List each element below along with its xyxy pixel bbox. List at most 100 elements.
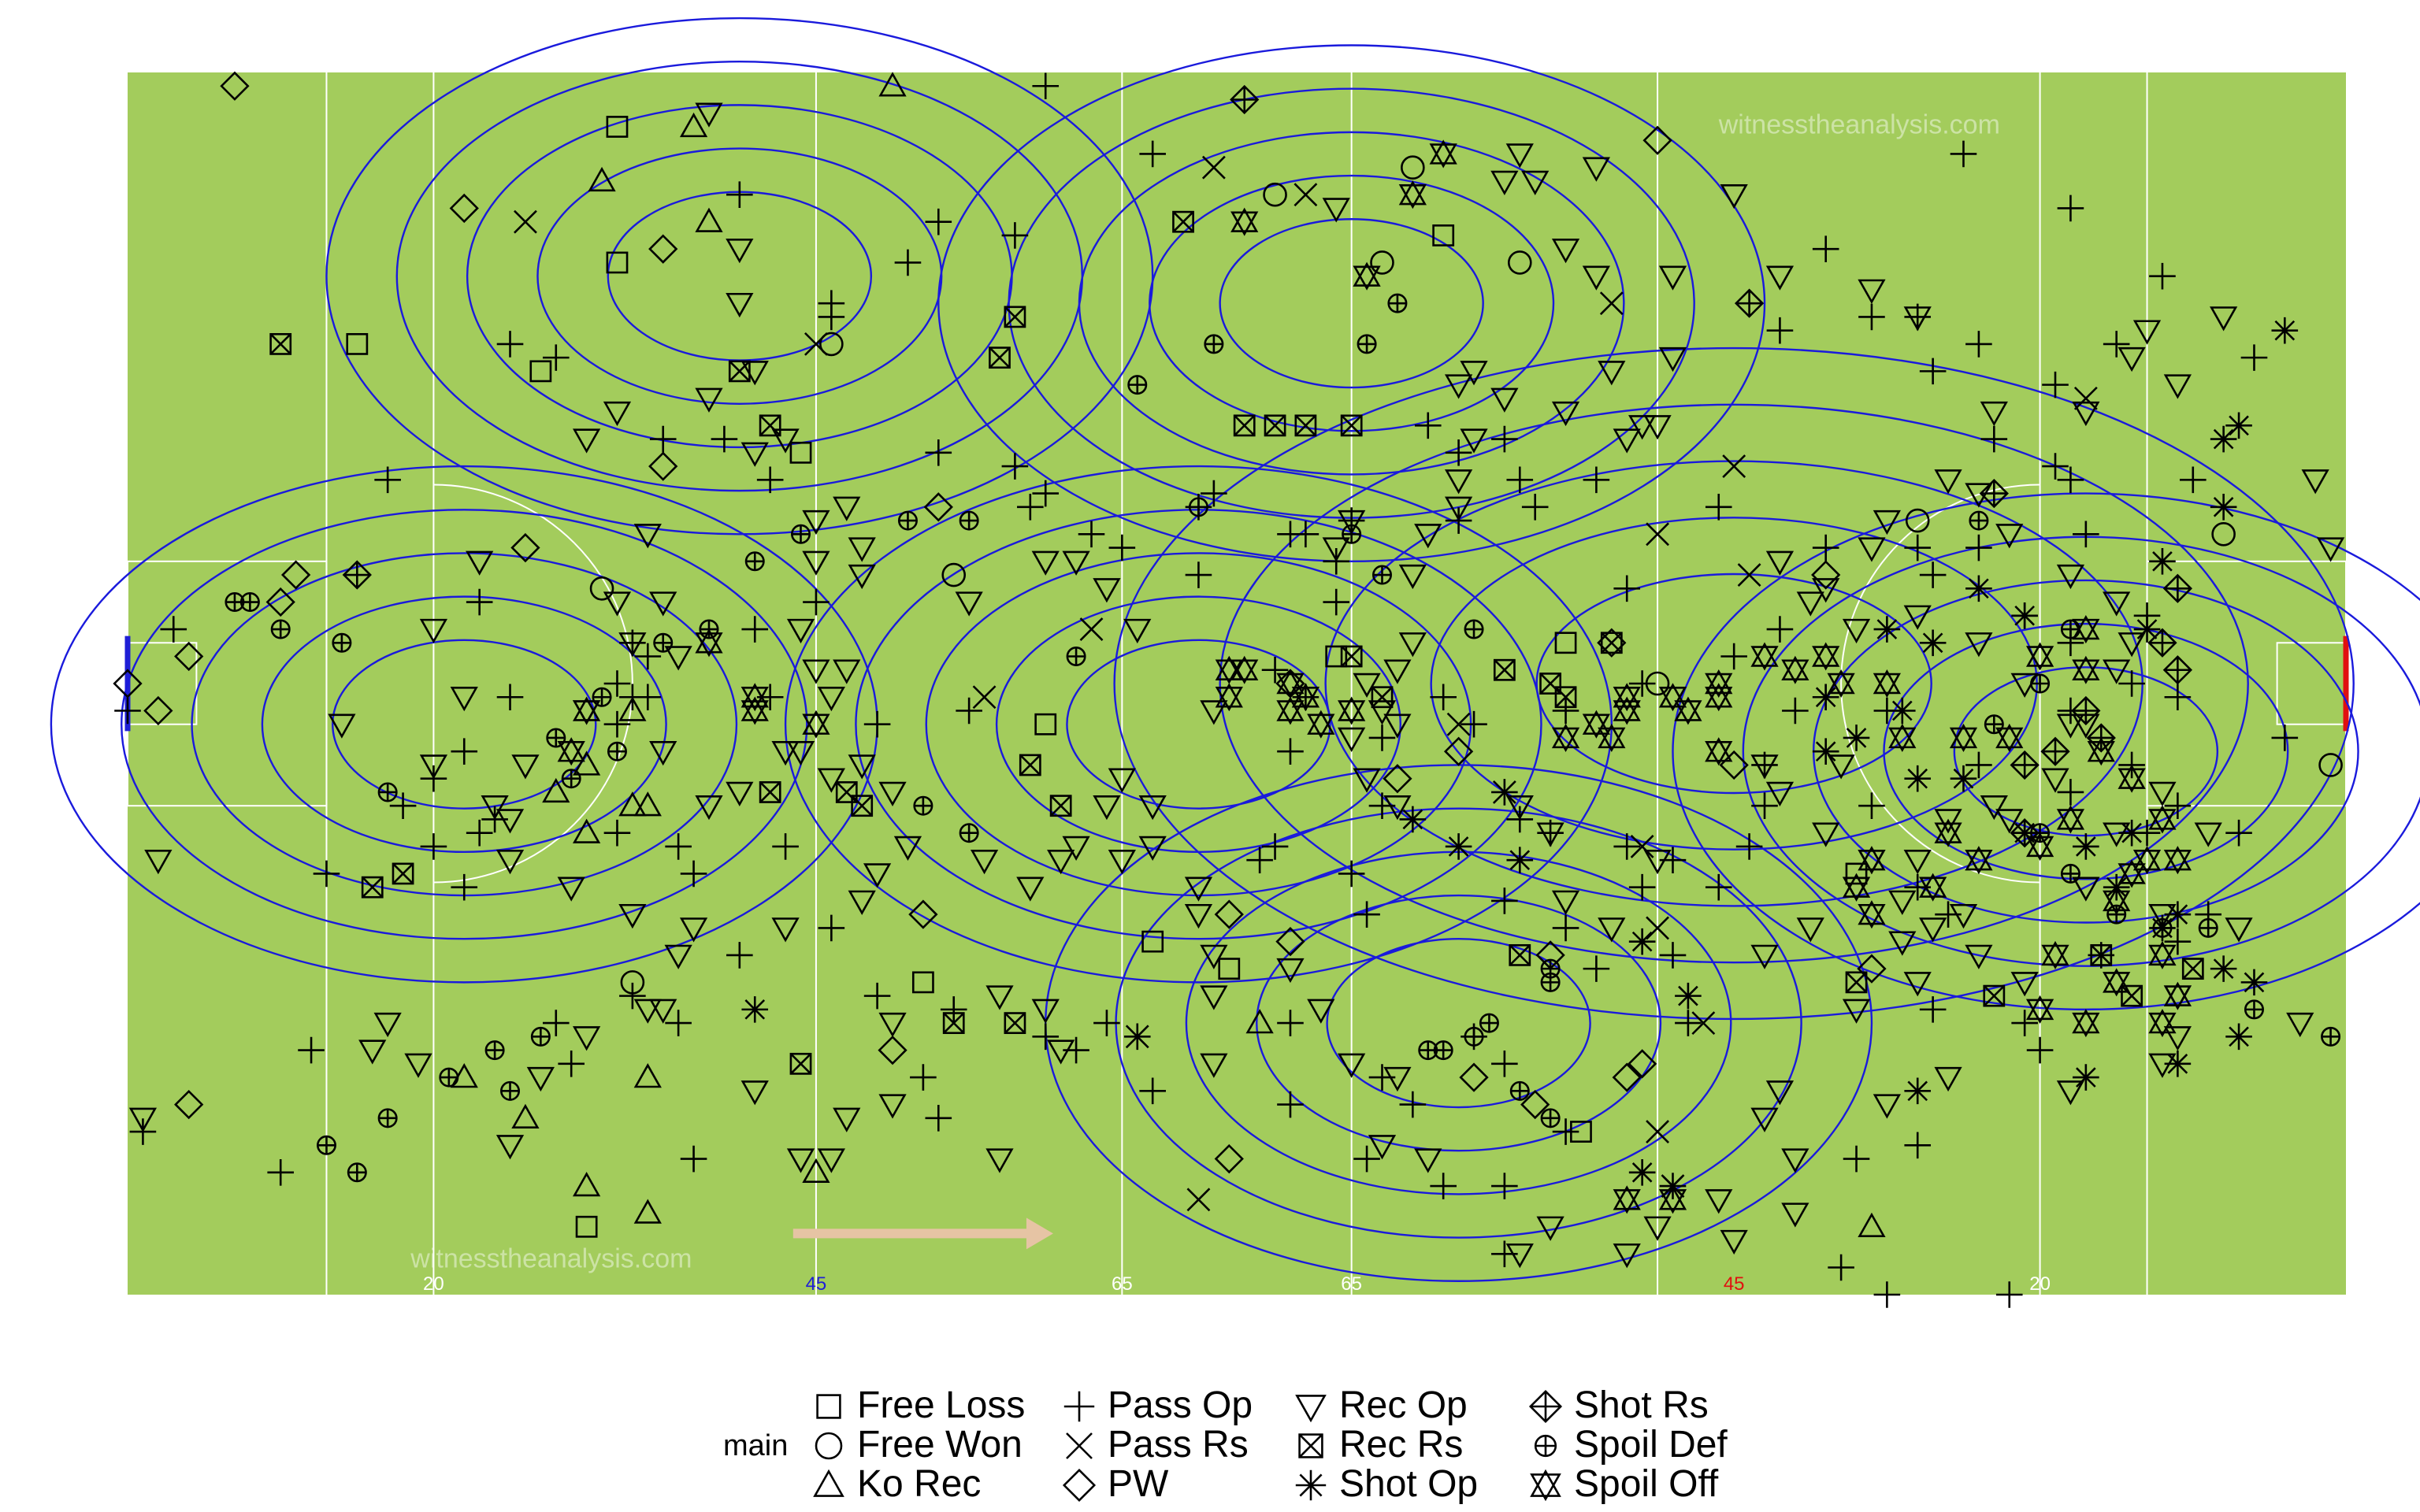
- legend-label: Shot Rs: [1574, 1384, 1709, 1426]
- legend-label: Ko Rec: [857, 1463, 981, 1505]
- marker-free-won: [2318, 753, 2343, 777]
- marker-spoil-def: [1969, 510, 1989, 531]
- circle-icon: [815, 1432, 843, 1460]
- marker-pass-op: [1766, 317, 1794, 344]
- marker-rec-op: [419, 754, 448, 780]
- marker-rec-rs: [1264, 414, 1286, 437]
- marker-spoil-off: [2072, 614, 2100, 644]
- marker-pass-rs: [804, 332, 828, 356]
- marker-pass-op: [1980, 425, 2008, 453]
- marker-rec-op: [817, 687, 845, 712]
- marker-spoil-def: [347, 1162, 367, 1183]
- tick-label: 20: [2029, 1273, 2051, 1295]
- marker-rec-op: [1873, 510, 1902, 536]
- marker-rec-op: [802, 659, 830, 684]
- marker-shot-rs: [1979, 478, 2009, 509]
- marker-spoil-def: [1540, 1108, 1561, 1128]
- marker-pass-op: [1078, 521, 1105, 548]
- marker-shot-rs: [2147, 628, 2177, 658]
- marker-pass-op: [1353, 901, 1380, 928]
- density-contour: [937, 44, 1766, 562]
- marker-spoil-def: [377, 1108, 398, 1128]
- marker-shot-op: [1919, 629, 1947, 657]
- marker-pass-rs: [1646, 1120, 1669, 1143]
- marker-rec-op: [1903, 605, 1932, 630]
- marker-spoil-def: [653, 632, 674, 653]
- legend-item-spoil-off: Spoil Off: [1530, 1463, 1719, 1505]
- marker-pass-op: [1843, 1145, 1870, 1173]
- marker-pass-op: [956, 697, 982, 724]
- marker-pass-op: [1461, 710, 1487, 738]
- marker-rec-op: [144, 849, 173, 875]
- square-cross-icon: [1298, 1433, 1323, 1458]
- marker-rec-op: [1750, 1107, 1779, 1132]
- marker-pw: [113, 669, 143, 699]
- marker-rec-op: [1628, 415, 1657, 440]
- marker-rec-rs: [2181, 958, 2204, 980]
- marker-ko-rec: [802, 1158, 830, 1183]
- cross-icon: [1066, 1432, 1093, 1459]
- marker-shot-rs: [1734, 288, 1765, 318]
- marker-pass-op: [542, 344, 570, 371]
- density-contour: [536, 147, 943, 405]
- marker-pw: [1642, 125, 1672, 155]
- marker-rec-op: [1965, 944, 1993, 969]
- marker-pass-op: [1812, 235, 1839, 262]
- marker-shot-op: [1628, 928, 1656, 955]
- marker-rec-op: [404, 1053, 432, 1078]
- marker-pass-op: [1720, 643, 1747, 670]
- marker-rec-op: [1460, 428, 1488, 454]
- marker-shot-op: [1445, 833, 1472, 860]
- marker-spoil-off: [1230, 655, 1259, 684]
- marker-rec-rs: [1233, 414, 1256, 437]
- marker-free-won: [941, 562, 967, 587]
- event-markers: [113, 71, 2345, 1308]
- marker-pass-op: [1139, 140, 1166, 168]
- marker-spoil-off: [1215, 683, 1243, 712]
- marker-ko-rec: [878, 72, 907, 97]
- marker-rec-op: [2148, 1053, 2177, 1078]
- marker-spoil-def: [913, 795, 933, 816]
- marker-pw: [908, 899, 938, 929]
- marker-rec-op: [603, 591, 632, 617]
- marker-rec-op: [817, 1148, 845, 1173]
- marker-pass-op: [1001, 222, 1029, 249]
- marker-rec-rs: [1340, 645, 1363, 668]
- marker-rec-op: [649, 999, 677, 1024]
- marker-shot-op: [2073, 1064, 2099, 1091]
- marker-free-won: [1263, 182, 1287, 207]
- marker-pass-op: [2271, 724, 2299, 751]
- marker-pw: [923, 492, 953, 522]
- legend-item-free-loss: Free Loss: [816, 1384, 1025, 1426]
- marker-rec-op: [1781, 1203, 1809, 1228]
- marker-free-loss: [789, 441, 812, 464]
- marker-rec-op: [1505, 795, 1534, 821]
- marker-rec-op: [373, 1012, 402, 1038]
- marker-spoil-off: [695, 628, 723, 658]
- marker-pw: [265, 587, 295, 617]
- marker-pw: [1214, 1143, 1244, 1174]
- marker-pass-op: [1735, 833, 1763, 860]
- marker-pass-op: [2042, 371, 2069, 398]
- marker-rec-op: [1965, 483, 1993, 508]
- marker-rec-op: [740, 442, 769, 467]
- marker-shot-op: [1399, 806, 1427, 833]
- marker-spoil-off: [1858, 900, 1886, 929]
- tick-label: 65: [1112, 1273, 1133, 1295]
- marker-pass-op: [1552, 1118, 1579, 1145]
- marker-spoil-def: [1464, 619, 1484, 639]
- marker-pass-op: [726, 181, 753, 208]
- marker-pass-op: [925, 1105, 952, 1132]
- marker-rec-op: [496, 1135, 525, 1160]
- marker-rec-op: [572, 428, 601, 454]
- marker-spoil-off: [1613, 696, 1641, 725]
- marker-ko-rec: [1245, 1009, 1274, 1034]
- legend-item-free-won: Free Won: [815, 1424, 1023, 1466]
- marker-pass-op: [894, 249, 922, 276]
- marker-free-won: [819, 332, 844, 357]
- marker-rec-rs: [1539, 673, 1562, 695]
- marker-rec-op: [1720, 1229, 1748, 1255]
- tick-label: 65: [1341, 1273, 1362, 1295]
- marker-rec-op: [1338, 727, 1366, 753]
- marker-pass-op: [772, 833, 799, 860]
